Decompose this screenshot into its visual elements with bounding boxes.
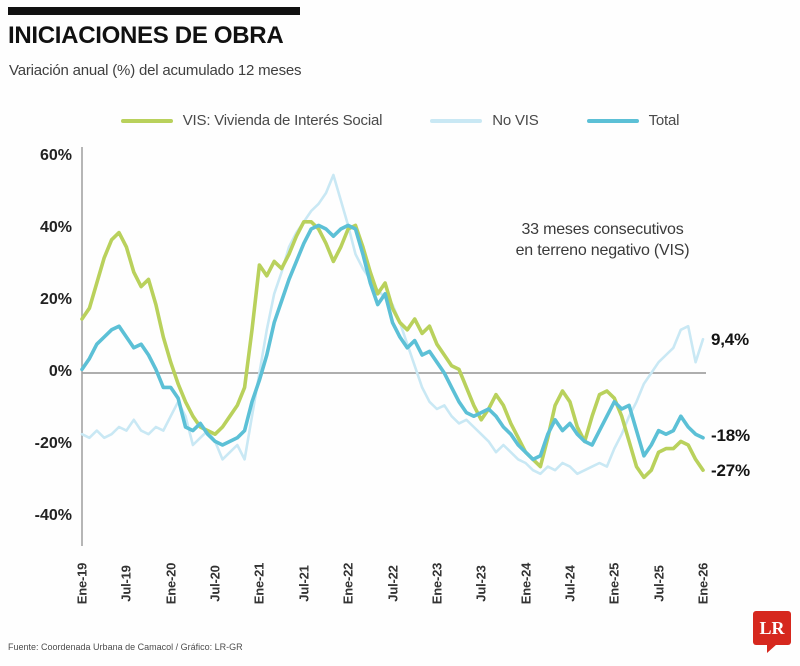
x-axis-tick-label: Ene-23 <box>429 562 445 605</box>
x-axis-tick-label: Jul-22 <box>385 565 400 602</box>
chart-annotation: 33 meses consecutivos en terreno negativ… <box>460 219 745 261</box>
series-lines <box>80 173 705 480</box>
legend-item-total: Total <box>586 112 680 129</box>
y-axis-tick-label: 40% <box>39 219 72 236</box>
page-title: INICIACIONES DE OBRA <box>8 22 284 49</box>
lr-logo-text: LR <box>759 617 785 638</box>
legend-swatch-vis <box>120 118 173 123</box>
legend-swatch-total <box>586 118 639 123</box>
legend-item-novis: No VIS <box>430 112 539 129</box>
legend-item-vis: VIS: Vivienda de Interés Social <box>120 112 383 129</box>
legend-swatch-novis <box>430 118 483 123</box>
lr-logo-tail <box>767 644 777 653</box>
chart-subtitle: Variación anual (%) del acumulado 12 mes… <box>9 62 302 79</box>
series-line-total <box>80 223 705 462</box>
x-axis-tick-label: Jul-21 <box>296 565 312 602</box>
lr-logo: LR <box>753 611 791 645</box>
x-axis-tick-label: Ene-26 <box>695 562 711 605</box>
x-axis-tick-label: Ene-25 <box>606 562 622 605</box>
x-axis-tick-label: Jul-19 <box>118 565 134 602</box>
y-axis-tick-label: 60% <box>39 147 72 164</box>
y-axis-tick-label: -20% <box>34 435 72 452</box>
end-value-label-total: -18% <box>711 426 750 445</box>
end-value-label-novis: 9,4% <box>711 330 749 349</box>
y-axis-tick-label: 20% <box>39 291 72 308</box>
x-axis-tick-label: Ene-20 <box>163 562 179 605</box>
y-axis-tick-label: 0% <box>48 363 72 380</box>
annotation-line-1: 33 meses consecutivos <box>521 221 684 238</box>
chart-legend: VIS: Vivienda de Interés Social No VIS Tot… <box>0 112 800 129</box>
x-axis-tick-label: Ene-22 <box>340 562 356 605</box>
x-axis-tick-label: Jul-23 <box>473 565 489 602</box>
end-value-label-vis: -27% <box>711 461 750 480</box>
source-credit: Fuente: Coordenada Urbana de Camacol / G… <box>8 642 243 652</box>
title-accent-bar <box>8 7 300 15</box>
series-line-vis <box>80 220 705 480</box>
legend-label-total: Total <box>648 112 680 129</box>
x-axis-tick-label: Ene-19 <box>74 562 90 605</box>
x-axis-tick-label: Ene-21 <box>251 562 267 605</box>
x-axis-tick-label: Jul-20 <box>207 565 223 602</box>
legend-label-novis: No VIS <box>492 112 539 129</box>
x-axis-tick-label: Jul-24 <box>562 565 578 602</box>
y-axis-tick-label: -40% <box>34 507 72 524</box>
x-axis-tick-label: Jul-25 <box>651 565 667 602</box>
legend-label-vis: VIS: Vivienda de Interés Social <box>182 112 383 129</box>
annotation-line-2: en terreno negativo (VIS) <box>515 242 690 260</box>
x-axis-tick-label: Ene-24 <box>518 562 534 605</box>
